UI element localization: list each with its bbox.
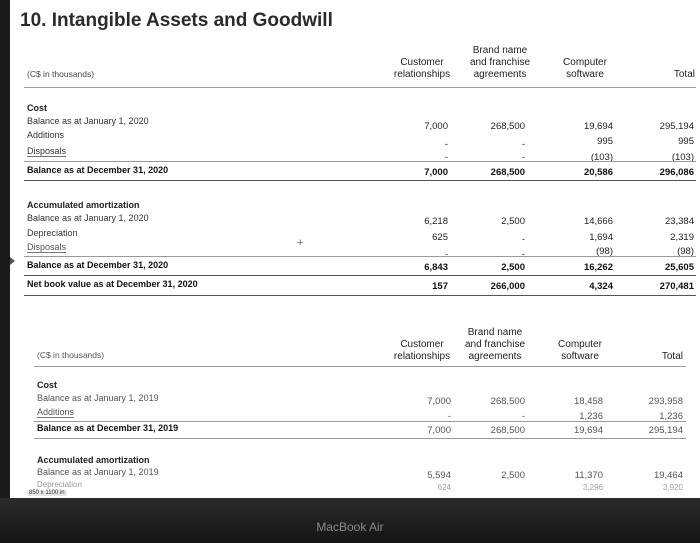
laptop-label: MacBook Air (316, 520, 384, 534)
cell: 625 (432, 232, 448, 243)
col-header-total: Total (673, 69, 695, 80)
cell: 268,500 (490, 121, 525, 132)
cell: 268,500 (490, 425, 525, 436)
row-label: Disposals (27, 146, 67, 157)
cell: 1,694 (589, 232, 613, 243)
cell: - (444, 152, 448, 163)
row-label: Balance as at January 1, 2019 (37, 467, 159, 477)
cell: 5,594 (427, 470, 451, 481)
section-rule (24, 180, 696, 181)
col-header-software: Computer software (558, 339, 602, 362)
cell: - (521, 139, 525, 150)
col-header-customer: Customer relationships (393, 339, 451, 362)
row-rule (24, 275, 696, 276)
cell: 3,920 (662, 483, 683, 492)
cell: 295,194 (659, 121, 694, 132)
cell: 19,464 (653, 470, 683, 481)
cell: 20,586 (583, 167, 613, 178)
scroll-marker-icon (10, 257, 15, 265)
cell: 995 (678, 136, 694, 147)
row-label: Balance as at January 1, 2020 (27, 116, 149, 126)
section-rule (24, 295, 696, 296)
cell: 293,958 (648, 396, 683, 407)
header-rule (34, 366, 686, 367)
cell: 4,324 (589, 281, 613, 292)
cell: - (521, 411, 525, 422)
cell: 16,262 (583, 262, 613, 273)
cell: 19,694 (573, 425, 603, 436)
cell: 296,086 (659, 167, 694, 178)
col-header-brand: Brand name and franchise agreements (464, 327, 526, 362)
cell: 268,500 (490, 396, 525, 407)
row-label: Additions (27, 130, 65, 140)
cell: 295,194 (648, 425, 683, 436)
document-page: 10. Intangible Assets and Goodwill (C$ i… (10, 0, 700, 498)
col-header-brand: Brand name and franchise agreements (469, 45, 531, 80)
cell: 25,605 (664, 262, 694, 273)
cell: 7,000 (427, 396, 451, 407)
cell: 6,843 (424, 262, 448, 273)
cell: - (521, 249, 525, 260)
section-heading-amortization: Accumulated amortization (27, 200, 140, 210)
row-label: Balance as at December 31, 2019 (37, 423, 179, 433)
col-header-customer: Customer relationships (393, 57, 451, 80)
cell: 266,000 (490, 281, 525, 292)
laptop-bezel: MacBook Air (0, 498, 700, 543)
cell: 157 (432, 281, 448, 292)
cell: - (444, 249, 448, 260)
section-heading-amortization: Accumulated amortization (37, 455, 150, 465)
row-rule (34, 421, 686, 422)
cell: 3,296 (582, 483, 603, 492)
cell: 270,481 (659, 281, 694, 292)
cell: 2,500 (501, 470, 525, 481)
cell: - (521, 234, 525, 245)
unit-label: (C$ in thousands) (27, 69, 95, 79)
cell: 11,370 (574, 470, 603, 481)
col-header-software: Computer software (563, 57, 607, 80)
section-heading-cost: Cost (27, 103, 47, 113)
cell: - (444, 139, 448, 150)
row-label: Depreciation (37, 480, 82, 489)
cell: 7,000 (424, 121, 448, 132)
row-label: Balance as at January 1, 2020 (27, 213, 149, 223)
crosshair-cursor-icon: + (297, 237, 304, 249)
header-rule (24, 87, 696, 88)
page-title: 10. Intangible Assets and Goodwill (20, 10, 333, 31)
row-rule (24, 256, 696, 257)
row-label: Balance as at December 31, 2020 (27, 165, 169, 175)
page-size-indicator: 850 x 1100 in (27, 490, 67, 496)
cell: 18,458 (573, 396, 603, 407)
cell: 23,384 (664, 216, 694, 227)
row-label: Balance as at December 31, 2020 (27, 260, 169, 270)
cell: 995 (597, 136, 613, 147)
section-heading-cost: Cost (37, 380, 57, 390)
cell: 14,666 (583, 216, 613, 227)
cell: 2,500 (501, 216, 525, 227)
row-label: Depreciation (27, 228, 78, 238)
cell: (103) (671, 152, 694, 163)
row-rule (24, 161, 696, 162)
section-rule (34, 438, 686, 439)
unit-label: (C$ in thousands) (37, 350, 105, 360)
cell: 19,694 (583, 121, 613, 132)
cell: 268,500 (490, 167, 525, 178)
cell: 2,319 (670, 232, 694, 243)
cell: (98) (677, 246, 694, 257)
cell: - (521, 152, 525, 163)
cell: 1,236 (659, 411, 683, 422)
cell: 6,218 (424, 216, 448, 227)
cell: (98) (596, 246, 613, 257)
col-header-total: Total (661, 351, 683, 362)
cell: 624 (437, 483, 451, 492)
row-label: Additions (37, 407, 75, 418)
row-label: Balance as at January 1, 2019 (37, 393, 159, 403)
row-label-net-book-value: Net book value as at December 31, 2020 (27, 279, 198, 289)
row-label: Disposals (27, 242, 67, 253)
cell: - (447, 411, 451, 422)
cell: 7,000 (427, 425, 451, 436)
cell: 2,500 (501, 262, 525, 273)
cell: 1,236 (579, 411, 603, 422)
cell: 7,000 (424, 167, 448, 178)
cell: (103) (590, 152, 613, 163)
